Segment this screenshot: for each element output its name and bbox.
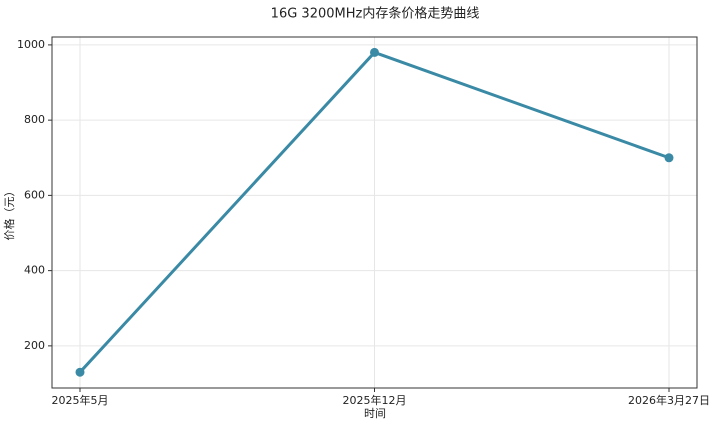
y-tick-label: 1000 bbox=[17, 38, 45, 51]
y-tick-label: 400 bbox=[24, 264, 45, 277]
x-axis-label: 时间 bbox=[364, 407, 386, 420]
point bbox=[370, 47, 379, 57]
x-tick-label: 2025年5月 bbox=[52, 393, 109, 407]
y-axis-label: 价格（元） bbox=[2, 186, 16, 241]
plot-frame bbox=[51, 36, 698, 389]
x-tick-label: 2025年12月 bbox=[343, 393, 407, 407]
y-tick-label: 200 bbox=[24, 339, 45, 352]
point bbox=[664, 153, 674, 163]
y-tick-label: 800 bbox=[24, 113, 45, 126]
chart-title: 16G 3200MHz内存条价格走势曲线 bbox=[271, 6, 480, 22]
y-tick-label: 600 bbox=[24, 188, 45, 201]
point bbox=[75, 367, 85, 377]
x-tick-label: 2026年3月27日 bbox=[628, 393, 710, 407]
